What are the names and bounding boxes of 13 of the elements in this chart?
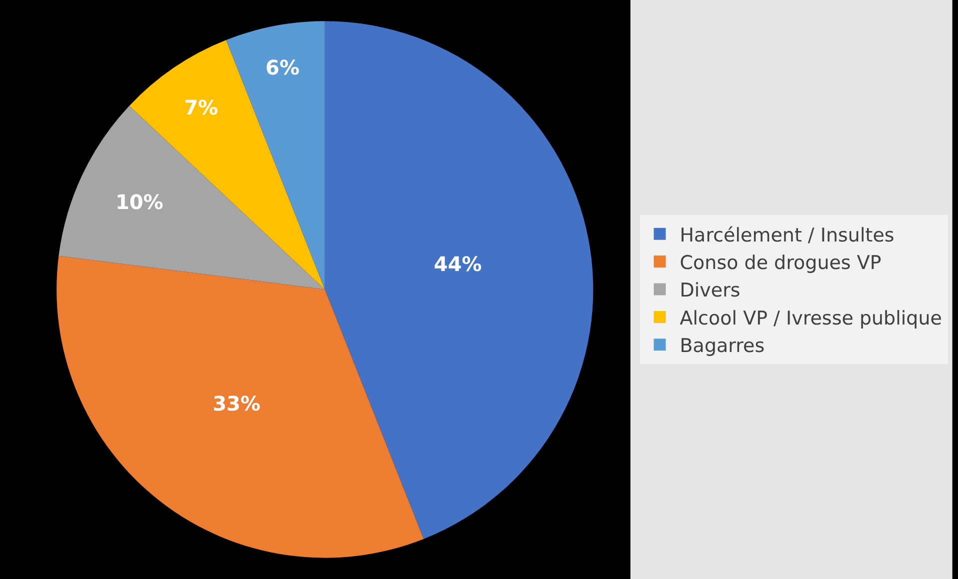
data-label: 7% bbox=[184, 95, 218, 120]
data-label: 33% bbox=[212, 391, 260, 416]
legend-label: Alcool VP / Ivresse publique bbox=[680, 307, 942, 330]
data-label: 44% bbox=[434, 252, 482, 276]
pie-slice bbox=[226, 21, 325, 290]
legend-label: Harcélement / Insultes bbox=[680, 224, 894, 246]
pie-slice bbox=[56, 256, 424, 558]
data-label: 6% bbox=[266, 56, 300, 80]
pie-slice bbox=[324, 21, 593, 539]
legend-label: Conso de drogues VP bbox=[680, 252, 882, 274]
legend-label: Divers bbox=[680, 280, 740, 302]
legend-label: Bagarres bbox=[680, 335, 765, 358]
data-label: 10% bbox=[115, 190, 164, 214]
